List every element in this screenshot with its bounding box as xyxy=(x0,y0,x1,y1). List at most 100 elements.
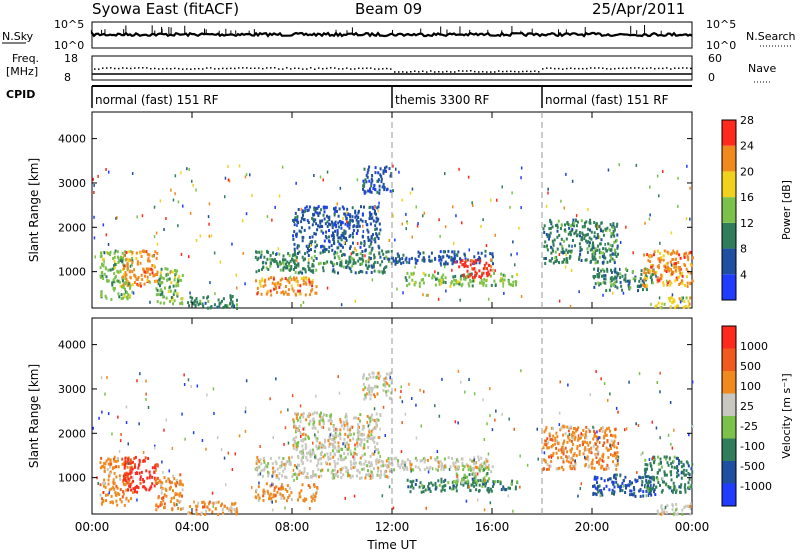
range-gate-cell xyxy=(105,233,108,237)
freq-dot xyxy=(650,67,652,69)
range-gate-cell xyxy=(569,448,572,452)
range-gate-cell xyxy=(610,283,613,287)
range-gate-cell xyxy=(377,178,380,182)
freq-dot xyxy=(410,71,412,73)
range-gate-cell xyxy=(157,282,160,286)
range-gate-cell xyxy=(376,219,379,223)
range-gate-cell xyxy=(126,265,129,269)
range-gate-cell xyxy=(257,498,260,502)
range-gate-cell xyxy=(123,461,126,465)
range-gate-cell xyxy=(405,256,408,260)
range-gate-cell xyxy=(342,457,345,461)
range-gate-cell xyxy=(273,260,276,264)
range-gate-cell xyxy=(503,274,506,278)
range-gate-cell xyxy=(385,169,387,173)
range-gate-cell xyxy=(443,488,446,492)
range-gate-cell xyxy=(295,255,298,259)
range-gate-cell xyxy=(129,483,132,487)
range-gate-cell xyxy=(161,290,164,294)
range-gate-cell xyxy=(371,371,374,375)
range-gate-cell xyxy=(485,460,487,464)
range-gate-cell xyxy=(591,462,594,466)
range-gate-cell xyxy=(674,279,677,283)
range-gate-cell xyxy=(443,262,446,266)
range-gate-cell xyxy=(322,455,325,459)
range-gate-cell xyxy=(133,268,136,272)
range-gate-cell xyxy=(372,187,375,190)
range-gate-cell xyxy=(579,487,581,490)
range-gate-cell xyxy=(671,490,674,494)
range-gate-cell xyxy=(293,247,296,251)
range-gate-cell xyxy=(359,437,362,441)
range-gate-cell xyxy=(160,491,163,495)
range-gate-cell xyxy=(307,208,310,212)
range-gate-cell xyxy=(671,258,674,262)
range-gate-cell xyxy=(590,259,592,263)
range-gate-cell xyxy=(394,259,397,263)
range-gate-cell xyxy=(660,277,663,281)
range-gate-cell xyxy=(340,458,343,461)
range-gate-cell xyxy=(366,388,369,391)
range-gate-cell xyxy=(479,465,482,469)
range-gate-cell xyxy=(560,250,563,254)
range-gate-cell xyxy=(431,467,434,471)
range-gate-cell xyxy=(371,473,374,477)
range-gate-cell xyxy=(469,280,472,284)
range-gate-cell xyxy=(487,263,490,267)
range-gate-cell xyxy=(113,259,116,263)
range-gate-cell xyxy=(375,424,378,428)
range-gate-cell xyxy=(291,254,294,257)
range-gate-cell xyxy=(336,262,339,266)
range-gate-cell xyxy=(388,167,391,171)
range-gate-cell xyxy=(481,483,484,486)
range-gate-cell xyxy=(320,457,323,460)
range-gate-cell xyxy=(375,216,378,220)
range-gate-cell xyxy=(135,251,138,255)
range-gate-cell xyxy=(300,220,303,224)
range-gate-cell xyxy=(640,283,643,287)
range-gate-cell xyxy=(653,458,656,462)
range-gate-cell xyxy=(558,423,561,427)
freq-dot xyxy=(202,68,204,70)
range-gate-cell xyxy=(196,512,199,516)
range-gate-cell xyxy=(139,261,142,265)
range-gate-cell xyxy=(339,432,341,436)
range-gate-cell xyxy=(608,228,611,232)
range-gate-cell xyxy=(447,456,450,460)
range-gate-cell xyxy=(299,284,302,288)
range-gate-cell xyxy=(308,249,310,252)
range-gate-cell xyxy=(464,277,467,281)
range-gate-cell xyxy=(414,465,417,469)
range-gate-cell xyxy=(653,490,655,494)
range-gate-cell xyxy=(292,473,295,476)
range-gate-cell xyxy=(547,441,550,445)
range-gate-cell xyxy=(136,472,138,475)
range-gate-cell xyxy=(356,453,358,456)
range-gate-cell xyxy=(675,265,677,269)
range-gate-cell xyxy=(440,279,443,282)
range-gate-cell xyxy=(549,438,552,441)
range-gate-cell xyxy=(180,171,182,175)
range-gate-cell xyxy=(590,237,593,241)
range-gate-cell xyxy=(434,270,436,274)
range-gate-cell xyxy=(408,275,411,279)
range-gate-cell xyxy=(332,268,335,272)
range-gate-cell xyxy=(440,477,443,481)
range-gate-cell xyxy=(293,425,295,429)
range-gate-cell xyxy=(468,485,471,489)
freq-dot xyxy=(670,68,672,70)
range-gate-cell xyxy=(262,468,265,472)
range-gate-cell xyxy=(301,255,304,259)
range-gate-cell xyxy=(336,209,338,213)
range-gate-cell xyxy=(292,237,295,241)
range-gate-cell xyxy=(417,250,420,254)
range-gate-cell xyxy=(434,481,437,485)
range-gate-cell xyxy=(455,489,458,493)
range-gate-cell xyxy=(662,254,665,258)
range-gate-cell xyxy=(154,273,157,276)
range-gate-cell xyxy=(272,251,275,255)
range-gate-cell xyxy=(176,277,179,281)
range-gate-cell xyxy=(283,475,286,479)
range-gate-cell xyxy=(125,251,128,254)
range-gate-cell xyxy=(130,481,133,485)
